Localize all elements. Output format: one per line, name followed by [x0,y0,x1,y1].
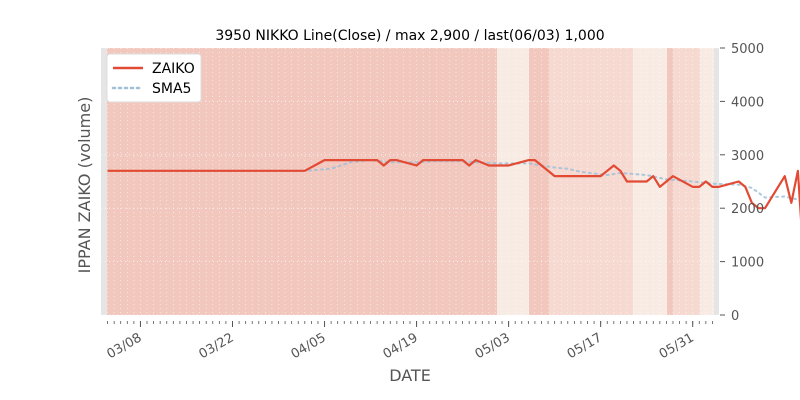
y-tick-label: 0 [731,309,739,324]
y-tick-label: 3000 [731,149,764,164]
legend-label-sma5: SMA5 [152,81,191,97]
y-tick-label: 2000 [731,202,764,217]
y-axis-right: 0 1000 2000 3000 4000 5000 [720,42,764,324]
x-tick-label: 03/08 [104,330,144,362]
x-axis: 03/08 03/22 04/05 04/19 05/03 05/17 05/31 [104,321,713,362]
x-tick-label: 04/19 [381,330,421,362]
shaded-band-2 [529,48,549,315]
x-tick-label: 04/05 [289,330,329,362]
x-tick-label: 03/22 [197,330,237,362]
shaded-band-5 [667,48,673,315]
series-lines [107,159,800,221]
x-axis-label: DATE [389,366,431,385]
x-tick-label: 05/17 [565,330,605,362]
chart-title: 3950 NIKKO Line(Close) / max 2,900 / las… [215,28,604,44]
x-tick-label: 05/31 [657,330,697,362]
y-gridlines [101,47,719,316]
y-axis-label: IPPAN ZAIKO (volume) [75,97,94,274]
series-line-zaiko [107,159,800,221]
x-tick-label: 05/03 [473,330,513,362]
y-tick-label: 5000 [731,42,764,57]
legend: ZAIKO SMA5 [106,53,202,103]
shaded-band-3 [549,48,633,315]
y-tick-label: 4000 [731,95,764,110]
y-tick-label: 1000 [731,256,764,271]
legend-label-zaiko: ZAIKO [152,61,195,77]
series-line-sma5 [146,159,800,203]
legend-box [106,53,202,103]
